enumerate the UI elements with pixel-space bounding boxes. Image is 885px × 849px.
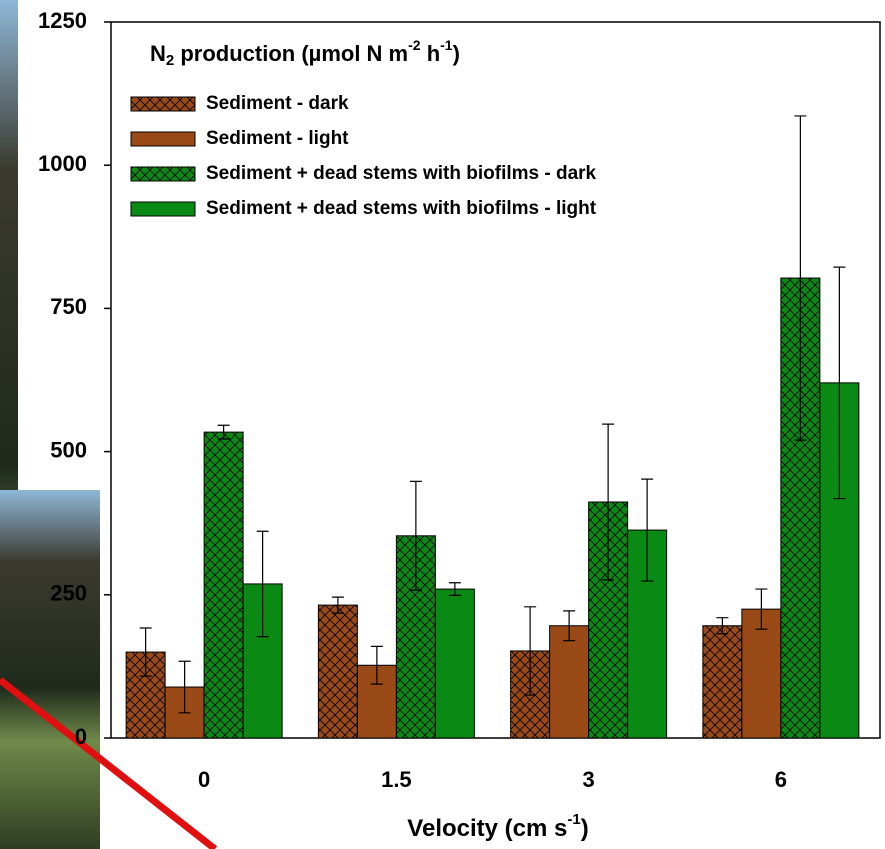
y-tick-label: 1250 <box>38 8 87 33</box>
legend-label: Sediment - dark <box>206 93 349 114</box>
bar <box>203 431 244 739</box>
error-bar <box>641 478 654 582</box>
chart-title: N2 production (µmol N m-2 h-1) <box>150 37 460 69</box>
error-bar <box>217 424 230 440</box>
y-tick-label: 1000 <box>38 151 87 176</box>
y-tick-label: 250 <box>50 581 87 606</box>
error-bar <box>331 596 344 614</box>
legend-swatch <box>130 96 196 112</box>
legend-label: Sediment + dead stems with biofilms - da… <box>206 163 597 184</box>
background-photo <box>0 490 100 849</box>
error-bar <box>755 588 768 630</box>
red-line <box>0 677 218 849</box>
bar <box>317 604 358 739</box>
error-bar <box>409 480 422 591</box>
error-bar <box>256 530 269 638</box>
x-tick-label: 0 <box>198 767 210 792</box>
x-axis-title: Velocity (cm s-1) <box>407 811 588 842</box>
y-tick-label: 750 <box>50 294 87 319</box>
error-bar <box>602 423 615 581</box>
x-tick-label: 3 <box>583 767 595 792</box>
error-bar <box>794 115 807 441</box>
legend-swatch <box>130 201 196 217</box>
bar <box>434 588 475 739</box>
bar <box>549 625 590 739</box>
x-tick-label: 6 <box>775 767 787 792</box>
error-bar <box>833 266 846 500</box>
plot-frame <box>110 21 881 739</box>
error-bar <box>716 617 729 635</box>
bar <box>702 625 743 739</box>
legend-swatch <box>130 131 196 147</box>
y-tick-label: 0 <box>75 724 87 749</box>
legend-label: Sediment + dead stems with biofilms - li… <box>206 198 597 219</box>
legend-swatch <box>130 166 196 182</box>
error-bar <box>370 645 383 685</box>
error-bar <box>563 610 576 642</box>
error-bar <box>524 606 537 696</box>
x-tick-label: 1.5 <box>381 767 412 792</box>
error-bar <box>178 660 191 714</box>
error-bar <box>448 582 461 596</box>
background <box>18 0 111 490</box>
error-bar <box>139 627 152 677</box>
y-tick-label: 500 <box>50 437 87 462</box>
legend-label: Sediment - light <box>206 128 349 149</box>
